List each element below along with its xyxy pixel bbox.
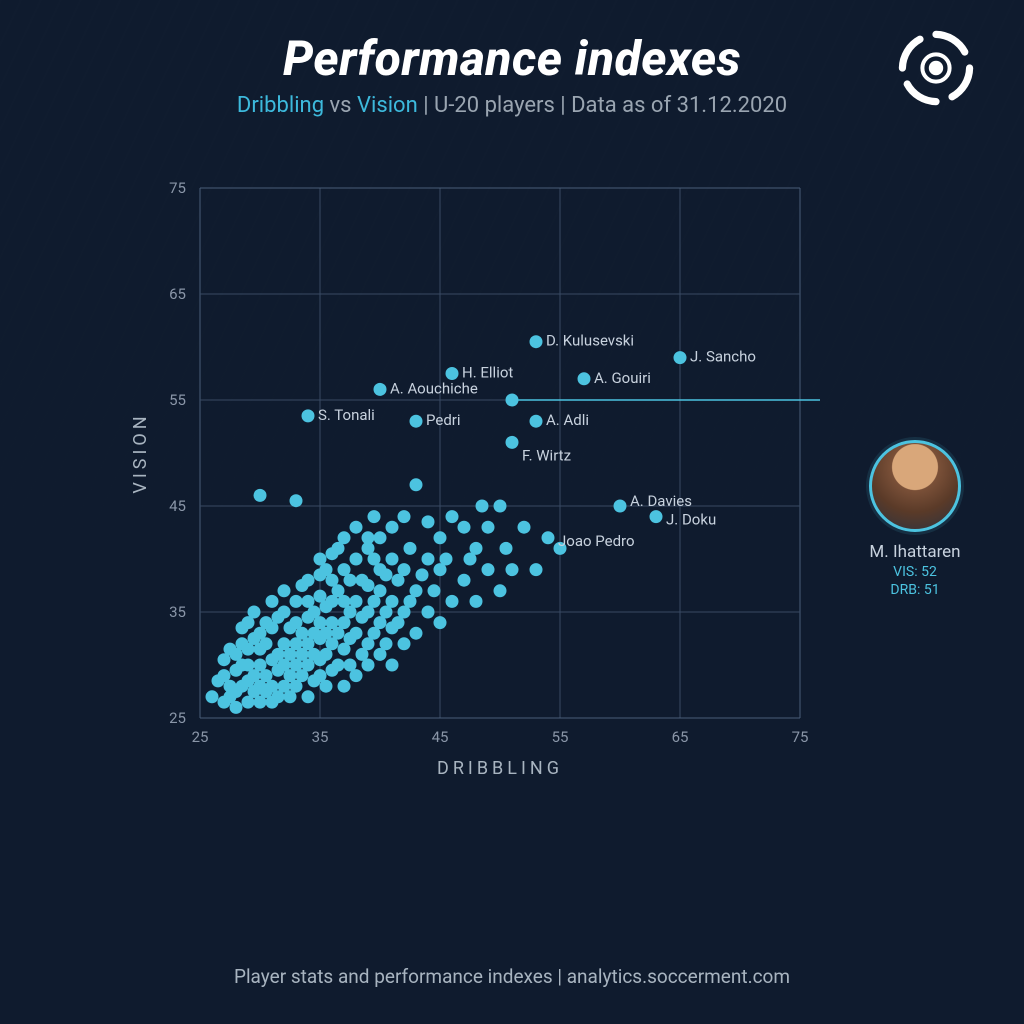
player-avatar	[869, 440, 961, 532]
svg-text:65: 65	[672, 728, 689, 746]
scatter-chart: 25 35 45 55 65 75 25 35 45 55 65 75 DRIBBLING VISION S…	[120, 178, 820, 788]
svg-text:J. Sancho: J. Sancho	[690, 348, 756, 366]
svg-text:S. Tonali: S. Tonali	[318, 406, 375, 424]
svg-text:25: 25	[192, 728, 209, 746]
subtitle-x-metric: Dribbling	[237, 93, 324, 118]
header: Performance indexes Dribbling vs Vision …	[0, 0, 1024, 128]
player-callout: M. Ihattaren VIS: 52 DRB: 51	[830, 440, 1000, 598]
svg-text:45: 45	[169, 497, 186, 515]
svg-text:55: 55	[169, 391, 186, 409]
svg-text:75: 75	[792, 728, 809, 746]
svg-text:25: 25	[169, 709, 186, 727]
callout-player-name: M. Ihattaren	[830, 542, 1000, 562]
subtitle-rest: | U-20 players | Data as of 31.12.2020	[418, 93, 787, 118]
svg-text:F. Wirtz: F. Wirtz	[522, 446, 571, 464]
svg-text:Joao Pedro: Joao Pedro	[558, 532, 635, 550]
subtitle-y-metric: Vision	[357, 93, 418, 118]
svg-text:J. Doku: J. Doku	[666, 511, 716, 529]
subtitle: Dribbling vs Vision | U-20 players | Dat…	[60, 93, 964, 118]
page-title: Performance indexes	[60, 30, 964, 87]
svg-text:Pedri: Pedri	[426, 411, 461, 429]
subtitle-vs: vs	[324, 93, 357, 118]
svg-text:VISION: VISION	[130, 412, 151, 493]
svg-text:45: 45	[432, 728, 449, 746]
svg-text:75: 75	[169, 179, 186, 197]
svg-text:D. Kulusevski: D. Kulusevski	[546, 332, 634, 350]
svg-text:H. Elliot: H. Elliot	[462, 364, 513, 382]
svg-text:55: 55	[552, 728, 569, 746]
svg-text:35: 35	[169, 603, 186, 621]
brand-logo	[896, 28, 976, 108]
svg-text:A. Davies: A. Davies	[630, 492, 692, 510]
svg-text:35: 35	[312, 728, 329, 746]
callout-vision-stat: VIS: 52	[830, 564, 1000, 580]
svg-text:65: 65	[169, 285, 186, 303]
svg-text:DRIBBLING: DRIBBLING	[437, 758, 563, 779]
svg-text:A. Adli: A. Adli	[546, 411, 589, 429]
svg-text:A. Aouchiche: A. Aouchiche	[390, 379, 478, 397]
callout-dribbling-stat: DRB: 51	[830, 582, 1000, 598]
svg-text:A. Gouiri: A. Gouiri	[594, 369, 651, 387]
footer-text: Player stats and performance indexes | a…	[0, 965, 1024, 988]
